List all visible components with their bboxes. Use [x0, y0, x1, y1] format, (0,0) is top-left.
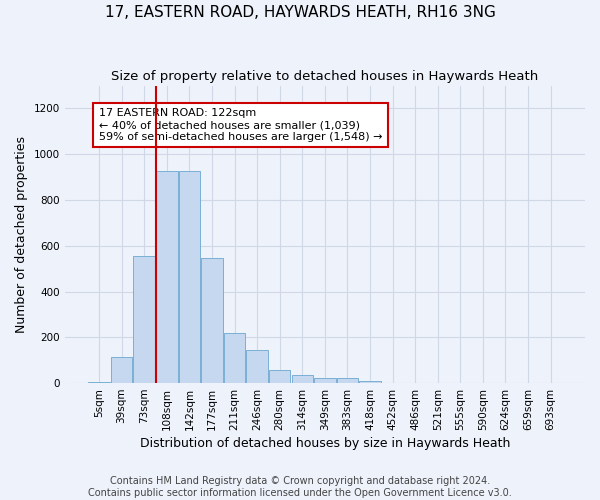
Y-axis label: Number of detached properties: Number of detached properties	[15, 136, 28, 333]
Bar	[179, 172, 200, 383]
X-axis label: Distribution of detached houses by size in Haywards Heath: Distribution of detached houses by size …	[140, 437, 510, 450]
Bar	[292, 375, 313, 383]
Text: 17, EASTERN ROAD, HAYWARDS HEATH, RH16 3NG: 17, EASTERN ROAD, HAYWARDS HEATH, RH16 3…	[104, 5, 496, 20]
Bar	[314, 378, 335, 383]
Bar	[156, 172, 178, 383]
Bar	[247, 350, 268, 383]
Title: Size of property relative to detached houses in Haywards Heath: Size of property relative to detached ho…	[111, 70, 538, 83]
Bar	[269, 370, 290, 383]
Bar	[359, 381, 381, 383]
Bar	[224, 332, 245, 383]
Text: 17 EASTERN ROAD: 122sqm
← 40% of detached houses are smaller (1,039)
59% of semi: 17 EASTERN ROAD: 122sqm ← 40% of detache…	[99, 108, 383, 142]
Text: Contains HM Land Registry data © Crown copyright and database right 2024.
Contai: Contains HM Land Registry data © Crown c…	[88, 476, 512, 498]
Bar	[133, 256, 155, 383]
Bar	[201, 258, 223, 383]
Bar	[111, 357, 133, 383]
Bar	[337, 378, 358, 383]
Bar	[88, 382, 110, 383]
